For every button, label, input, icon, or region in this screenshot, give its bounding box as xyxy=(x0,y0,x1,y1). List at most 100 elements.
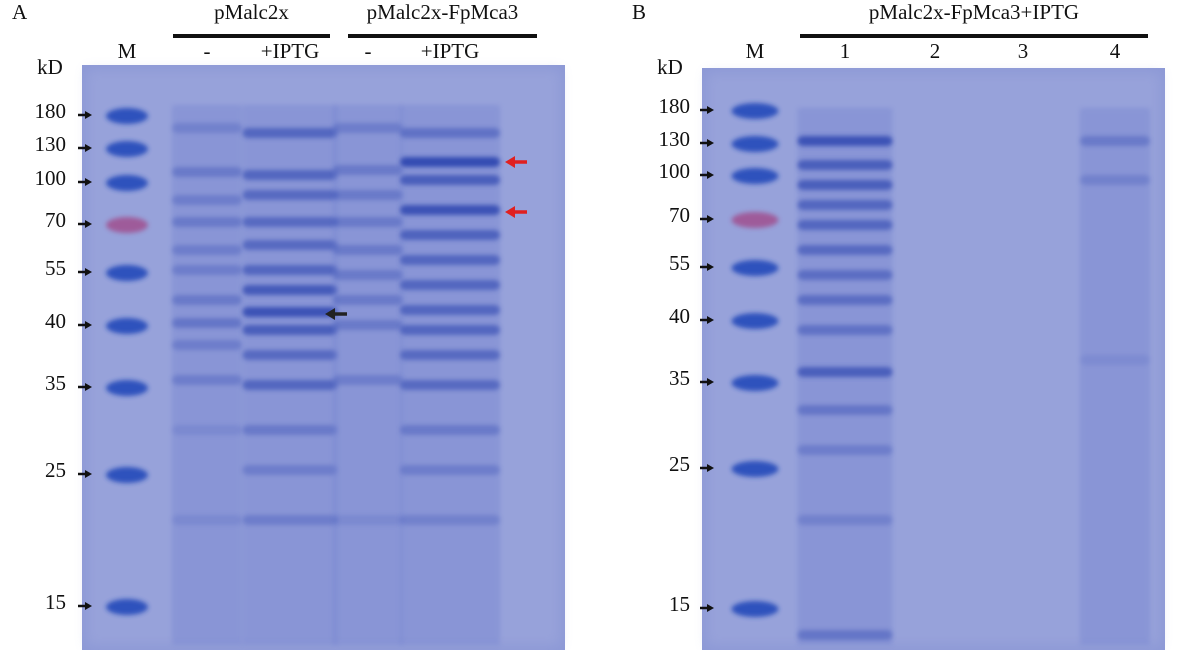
marker-label: 180 xyxy=(35,99,67,123)
band xyxy=(172,195,242,205)
band xyxy=(242,128,338,138)
band xyxy=(242,190,338,200)
marker-band xyxy=(106,265,148,281)
band xyxy=(172,295,242,305)
lane-smear xyxy=(242,105,338,645)
unit-label: kD xyxy=(37,55,63,79)
band-arrowhead xyxy=(325,308,335,320)
marker-band xyxy=(731,375,779,391)
band xyxy=(242,425,338,435)
marker-arrowhead xyxy=(85,602,92,610)
band xyxy=(797,630,893,640)
lane-label: M xyxy=(746,39,765,63)
lane-label: 1 xyxy=(840,39,851,63)
marker-label: 55 xyxy=(45,256,66,280)
band xyxy=(400,175,500,185)
marker-arrowhead xyxy=(707,316,714,324)
band xyxy=(400,205,500,215)
marker-band xyxy=(731,260,779,276)
lane-label: +IPTG xyxy=(261,39,320,63)
marker-arrowhead xyxy=(707,139,714,147)
band xyxy=(797,180,893,190)
band xyxy=(797,405,893,415)
marker-label: 25 xyxy=(669,452,690,476)
band xyxy=(1080,355,1150,365)
band xyxy=(333,165,403,175)
band xyxy=(242,217,338,227)
marker-label: 15 xyxy=(45,590,66,614)
band xyxy=(172,245,242,255)
marker-band xyxy=(106,175,148,191)
band xyxy=(172,515,242,525)
marker-arrowhead xyxy=(707,263,714,271)
band xyxy=(797,245,893,255)
marker-band xyxy=(106,318,148,334)
band xyxy=(1080,136,1150,146)
band xyxy=(242,380,338,390)
group-label: pMalc2x-FpMca3 xyxy=(367,0,519,24)
marker-label: 15 xyxy=(669,592,690,616)
band-arrowhead xyxy=(505,156,515,168)
band xyxy=(242,515,338,525)
band xyxy=(172,318,242,328)
band xyxy=(242,350,338,360)
marker-label: 35 xyxy=(669,366,690,390)
marker-arrowhead xyxy=(707,464,714,472)
band xyxy=(333,375,403,385)
band xyxy=(172,217,242,227)
band xyxy=(400,425,500,435)
marker-arrowhead xyxy=(85,321,92,329)
marker-label: 100 xyxy=(659,159,691,183)
marker-arrowhead xyxy=(85,220,92,228)
lane-label: - xyxy=(204,39,211,63)
lane-label: - xyxy=(365,39,372,63)
marker-label: 70 xyxy=(669,203,690,227)
band xyxy=(797,270,893,280)
gel xyxy=(82,65,565,650)
band xyxy=(400,230,500,240)
marker-label: 35 xyxy=(45,371,66,395)
lane-label: 4 xyxy=(1110,39,1121,63)
band xyxy=(400,255,500,265)
band-arrowhead xyxy=(505,206,515,218)
band xyxy=(400,305,500,315)
marker-arrowhead xyxy=(707,378,714,386)
panel-label: B xyxy=(632,0,646,24)
band xyxy=(242,170,338,180)
marker-arrowhead xyxy=(85,383,92,391)
group-label: pMalc2x xyxy=(214,0,289,24)
marker-label: 130 xyxy=(659,127,691,151)
band xyxy=(172,167,242,177)
marker-label: 130 xyxy=(35,132,67,156)
band xyxy=(172,375,242,385)
marker-band xyxy=(106,599,148,615)
band xyxy=(1080,175,1150,185)
lane-smear xyxy=(400,105,500,645)
band xyxy=(400,465,500,475)
unit-label: kD xyxy=(657,55,683,79)
band xyxy=(333,123,403,133)
band xyxy=(333,217,403,227)
band xyxy=(333,515,403,525)
lane-label: +IPTG xyxy=(421,39,480,63)
band xyxy=(400,380,500,390)
band xyxy=(172,425,242,435)
gel xyxy=(702,68,1165,650)
lane-label: 3 xyxy=(1018,39,1029,63)
band xyxy=(797,136,893,146)
band xyxy=(333,270,403,280)
marker-band xyxy=(731,601,779,617)
band xyxy=(797,200,893,210)
marker-label: 70 xyxy=(45,208,66,232)
marker-label: 25 xyxy=(45,458,66,482)
band xyxy=(400,280,500,290)
marker-arrowhead xyxy=(85,470,92,478)
band xyxy=(797,367,893,377)
group-label: pMalc2x-FpMca3+IPTG xyxy=(869,0,1079,24)
band xyxy=(797,220,893,230)
band xyxy=(242,465,338,475)
marker-arrowhead xyxy=(85,268,92,276)
band xyxy=(242,325,338,335)
marker-band xyxy=(106,380,148,396)
